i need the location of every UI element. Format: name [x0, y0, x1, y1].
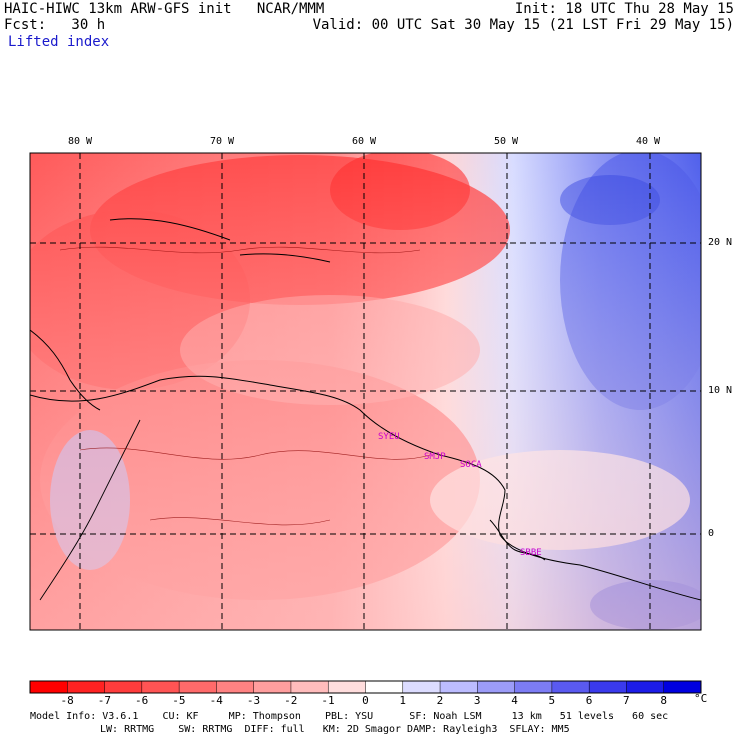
colorbar-swatch — [402, 681, 441, 693]
colorbar-swatch — [290, 681, 329, 693]
lat-lon-grid — [30, 153, 701, 630]
colorbar-swatch — [440, 681, 478, 693]
coastline-amazon-mouth — [489, 519, 546, 561]
colorbar-tick-label: 1 — [399, 694, 406, 707]
coastline-south-america — [30, 375, 701, 601]
colorbar-tick-label: 7 — [623, 694, 630, 707]
colorbar-tick-label: -6 — [135, 694, 149, 707]
colorbar-swatch — [328, 681, 366, 693]
colorbar-swatch — [663, 681, 702, 693]
colorbar-tick-label: -2 — [284, 694, 298, 707]
colorbar-swatch — [551, 681, 590, 693]
coastline-andes — [39, 419, 141, 601]
lon-label-60w: 60 W — [352, 136, 377, 147]
header-title: HAIC-HIWC 13km ARW-GFS init NCAR/MMM — [4, 1, 325, 17]
colorbar-tick-label: 0 — [362, 694, 369, 707]
colorbar-swatch — [104, 681, 143, 693]
colorbar-swatch — [365, 681, 404, 693]
header-valid-time: Valid: 00 UTC Sat 30 May 15 (21 LST Fri … — [312, 17, 734, 33]
colorbar-swatch — [589, 681, 627, 693]
colorbar-tick-label: 3 — [473, 694, 481, 707]
colorbar-swatch — [67, 681, 106, 693]
lon-label-70w: 70 W — [210, 136, 235, 147]
colorbar-tick-label: 2 — [436, 694, 444, 707]
colorbar-tick-label: -3 — [246, 694, 261, 707]
station-syeu: SYEU — [378, 432, 400, 442]
lon-label-40w: 40 W — [636, 136, 661, 147]
header-init: Init: 18 UTC Thu 28 May 15 — [514, 1, 734, 17]
colorbar-swatch — [253, 681, 292, 693]
colorbar-tick-label: 4 — [511, 694, 518, 707]
colorbar-swatch — [141, 681, 180, 693]
footer-model-info: Model Info: V3.6.1 CU: KF MP: Thompson P… — [30, 711, 669, 722]
map-frame — [29, 152, 702, 631]
coastline-central-america — [30, 329, 101, 411]
station-soca: SOCA — [460, 460, 482, 470]
colorbar — [29, 680, 702, 694]
colorbar-tick-label: -8 — [60, 694, 74, 707]
colorbar-swatch — [179, 681, 217, 693]
lat-label-20n: 20 N — [708, 237, 733, 248]
contour-lines — [59, 246, 431, 526]
colorbar-tick-label: -7 — [97, 694, 111, 707]
lat-label-0: 0 — [708, 528, 715, 539]
field-name: Lifted index — [8, 34, 110, 50]
coastline-greater-antilles — [109, 218, 331, 263]
colorbar-tick-label: 6 — [585, 694, 593, 707]
colorbar-swatch — [30, 681, 68, 693]
colorbar-tick-label: -1 — [321, 694, 335, 707]
colorbar-swatch — [216, 681, 255, 693]
colorbar-tick-label: 5 — [548, 694, 556, 707]
station-smjp: SMJP — [424, 452, 446, 462]
colorbar-tick-label: -5 — [172, 694, 186, 707]
colorbar-unit: °C — [694, 692, 708, 705]
colorbar-swatch — [514, 681, 553, 693]
station-sbbe: SBBE — [520, 548, 542, 558]
lat-label-10n: 10 N — [708, 385, 733, 396]
colorbar-tick-label: 8 — [660, 694, 667, 707]
lon-label-50w: 50 W — [494, 136, 519, 147]
lon-label-80w: 80 W — [68, 136, 93, 147]
footer-physics-info: LW: RRTMG SW: RRTMG DIFF: full KM: 2D Sm… — [100, 724, 570, 735]
colorbar-swatch — [477, 681, 516, 693]
colorbar-swatch — [626, 681, 665, 693]
header-forecast-hour: Fcst: 30 h — [4, 17, 106, 33]
colorbar-tick-label: -4 — [209, 694, 223, 707]
